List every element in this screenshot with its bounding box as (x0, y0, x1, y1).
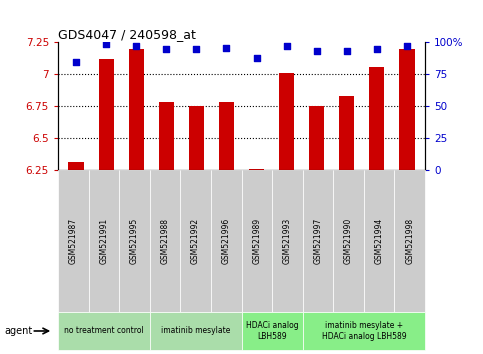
Text: GSM521994: GSM521994 (375, 218, 384, 264)
Point (313, 48, 321, 54)
Bar (99, 59, 114, 170)
Text: GSM521989: GSM521989 (252, 218, 261, 264)
Text: no treatment control: no treatment control (64, 326, 144, 336)
Text: GSM521996: GSM521996 (222, 218, 231, 264)
Point (102, 41, 110, 47)
Text: agent: agent (5, 326, 33, 336)
Point (132, 44, 140, 49)
Point (403, 44, 411, 49)
Point (253, 55, 260, 61)
Point (223, 45, 230, 50)
Text: GSM521995: GSM521995 (130, 218, 139, 264)
Bar (339, 96, 355, 170)
Point (283, 44, 290, 49)
Text: GSM521988: GSM521988 (160, 218, 170, 264)
Text: imatinib mesylate: imatinib mesylate (161, 326, 230, 336)
Text: GSM521993: GSM521993 (283, 218, 292, 264)
Text: GSM521991: GSM521991 (99, 218, 108, 264)
Bar (128, 49, 144, 170)
Point (162, 46, 170, 52)
Text: GSM521998: GSM521998 (405, 218, 414, 264)
Bar (399, 49, 414, 170)
Text: imatinib mesylate +
HDACi analog LBH589: imatinib mesylate + HDACi analog LBH589 (322, 321, 406, 341)
Text: GSM521990: GSM521990 (344, 218, 353, 264)
Text: GDS4047 / 240598_at: GDS4047 / 240598_at (58, 28, 196, 41)
Bar (309, 106, 324, 170)
Bar (189, 106, 204, 170)
Bar (249, 169, 264, 170)
Point (72, 59, 80, 64)
Text: GSM521992: GSM521992 (191, 218, 200, 264)
Point (193, 46, 200, 52)
Point (373, 46, 381, 52)
Bar (279, 73, 294, 170)
Bar (369, 67, 384, 170)
Bar (69, 162, 84, 170)
Bar (219, 102, 234, 170)
Point (343, 48, 351, 54)
Text: HDACi analog
LBH589: HDACi analog LBH589 (246, 321, 298, 341)
Bar (159, 102, 174, 170)
Text: GSM521987: GSM521987 (69, 218, 78, 264)
Text: GSM521997: GSM521997 (313, 218, 323, 264)
